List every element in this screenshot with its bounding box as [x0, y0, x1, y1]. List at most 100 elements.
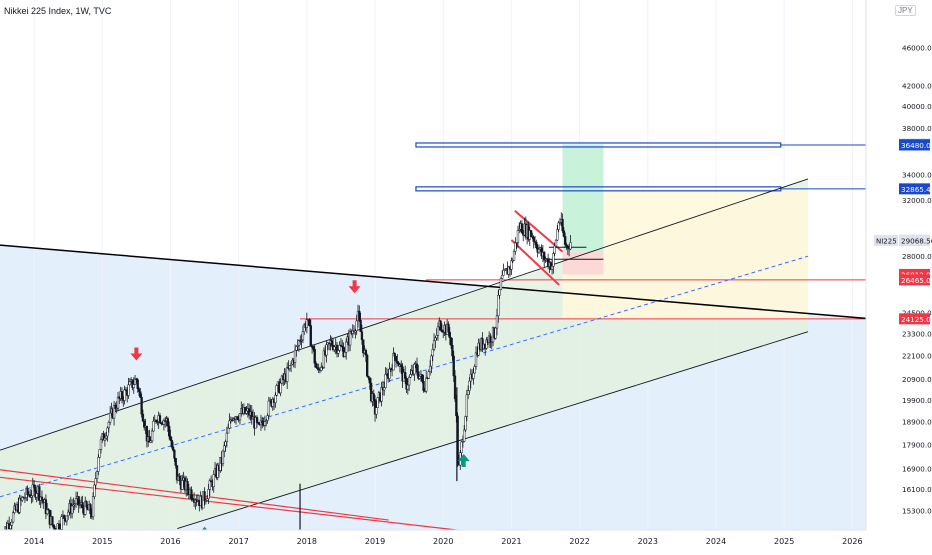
candle-body [120, 391, 124, 400]
candle-body [431, 349, 434, 357]
candle-body [308, 319, 311, 326]
price-label-layer: 36535.0936480.0032865.4829071.74NI225290… [874, 138, 932, 325]
candle-body [63, 514, 66, 519]
candle-body [136, 379, 139, 389]
candle-body [499, 277, 503, 290]
candle-body [354, 330, 357, 333]
candle-body [511, 260, 514, 262]
candle-body [460, 441, 463, 453]
candle-body [139, 391, 142, 398]
candle-body [168, 425, 171, 437]
candle-body [65, 515, 69, 522]
candle-body [330, 340, 333, 346]
candle-body [224, 441, 227, 447]
candle-body [544, 259, 547, 261]
candle-body [549, 262, 552, 270]
candle-body [209, 480, 213, 483]
candle-body [295, 346, 298, 351]
candle-body [435, 335, 438, 339]
candle-body [60, 516, 63, 530]
candle-body [11, 512, 15, 523]
candle-body [255, 417, 259, 423]
candle-body [565, 244, 568, 247]
y-tick-label: 16900.00 [902, 464, 932, 473]
candle-body [501, 274, 504, 279]
candle-body [345, 341, 348, 353]
candle-body [342, 346, 345, 357]
candle-body [430, 355, 433, 367]
candle-body [372, 393, 375, 400]
candle-body [135, 378, 138, 381]
currency-badge[interactable]: JPY [895, 5, 916, 16]
candle-body [98, 449, 101, 458]
candle-body [313, 349, 316, 364]
candle-body [274, 395, 277, 404]
x-tick-label: 2026 [842, 537, 862, 546]
candle-body [394, 356, 398, 362]
candle-body [95, 471, 99, 479]
candle-body [532, 236, 535, 242]
candle-body [84, 501, 87, 515]
candle-body [91, 496, 95, 518]
candle-body [339, 344, 343, 347]
candle-body [422, 381, 425, 391]
x-tick-label: 2016 [160, 537, 180, 546]
candle-body [191, 498, 194, 501]
candle-body [89, 504, 92, 514]
candle-body [388, 368, 391, 379]
candle-body [360, 331, 364, 340]
y-tick-label: 22100.00 [902, 352, 932, 361]
candle-body [206, 498, 209, 501]
candle-body [9, 525, 12, 530]
price-tag-box [874, 234, 898, 246]
candle-body [30, 495, 33, 498]
channel-lower-line [177, 331, 809, 529]
candle-body [85, 501, 88, 508]
candle-body [400, 364, 403, 367]
candle-body [32, 484, 36, 488]
x-tick-label: 2020 [433, 537, 453, 546]
candle-body [212, 474, 215, 488]
candle-body [46, 509, 49, 514]
x-tick-label: 2014 [24, 537, 44, 546]
candle-body [145, 425, 149, 442]
candle-body [35, 493, 38, 498]
candle-body [47, 509, 50, 511]
candle-body [529, 230, 533, 237]
candle-body [367, 375, 370, 378]
candle-body [112, 405, 116, 419]
candle-body [472, 372, 475, 379]
candle-body [170, 439, 173, 448]
candle-body [114, 405, 117, 409]
candle-body [115, 407, 118, 410]
candle-body [78, 504, 82, 506]
candle-body [566, 245, 569, 249]
candle-body [221, 450, 225, 465]
candle-body [564, 236, 567, 245]
candle-body [228, 420, 231, 429]
candle-body [453, 375, 457, 400]
candle-body [131, 379, 134, 388]
candle-body [300, 339, 303, 342]
candle-body [94, 478, 97, 486]
y-tick-label: 18900.00 [902, 417, 932, 426]
candle-body [439, 320, 442, 331]
candle-body [485, 339, 488, 349]
candle-body [190, 489, 193, 499]
candle-body [557, 222, 560, 230]
candle-body [103, 437, 107, 441]
candle-body [225, 432, 229, 443]
candle-body [186, 481, 189, 491]
arrow-down-annotation-1 [348, 280, 361, 294]
candle-body [169, 435, 172, 441]
candle-body [440, 329, 444, 332]
candle-body [289, 363, 293, 366]
candle-body [132, 384, 135, 388]
candle-body [303, 324, 306, 332]
candle-body [293, 349, 297, 363]
candle-body [540, 247, 543, 257]
candle-body [305, 319, 309, 329]
candle-body [498, 289, 501, 296]
